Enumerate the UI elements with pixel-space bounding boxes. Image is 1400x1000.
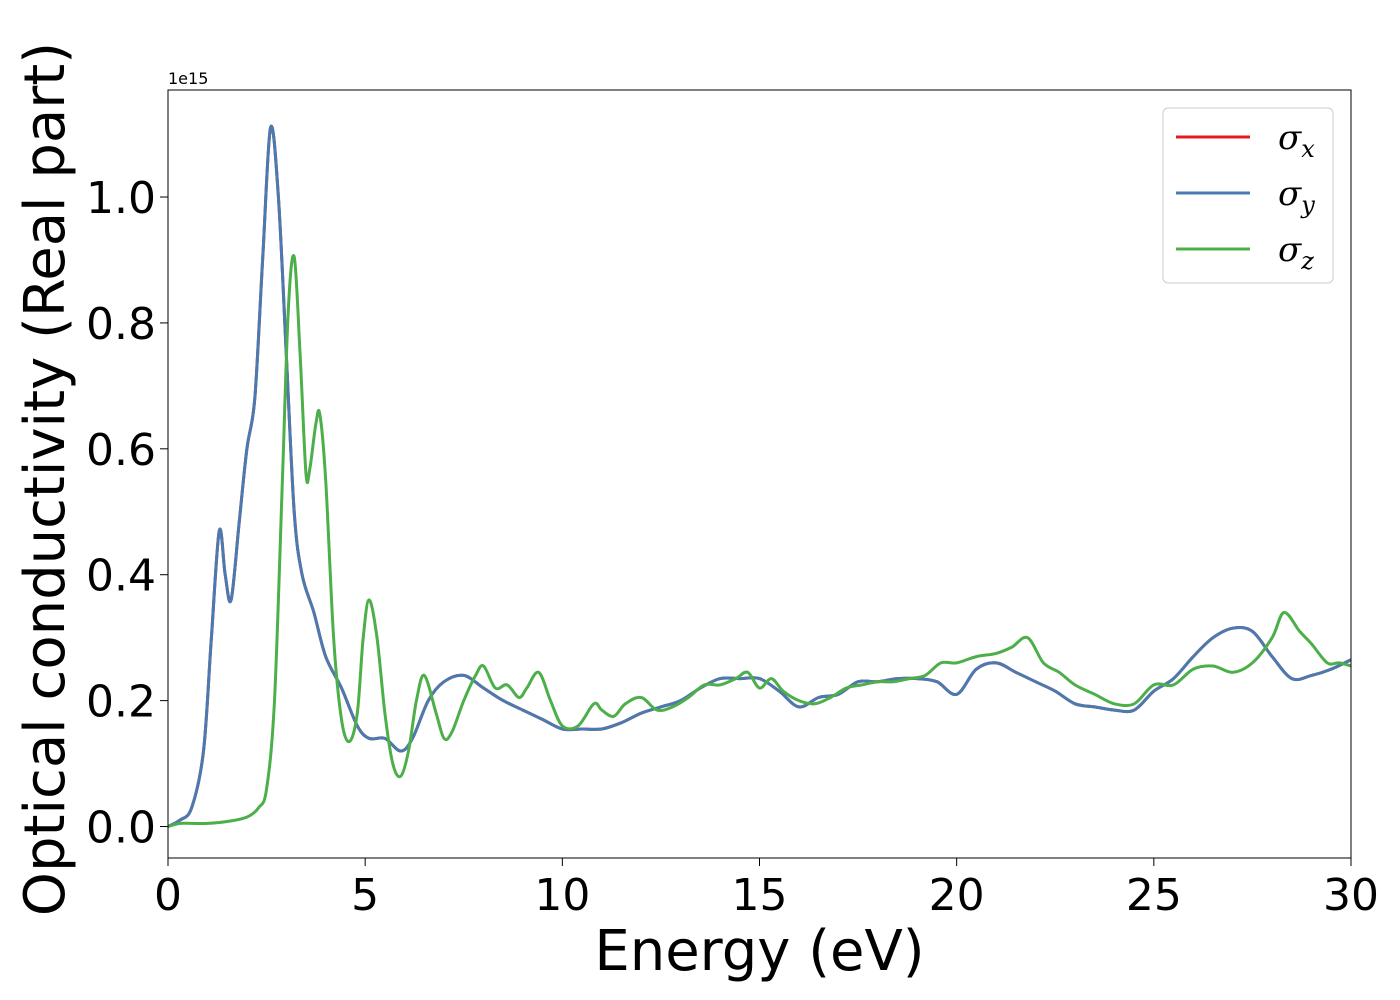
legend-label-x: σx bbox=[1278, 118, 1315, 163]
x-tick-label: 10 bbox=[534, 870, 590, 921]
y-tick-label: 0.0 bbox=[86, 803, 156, 854]
x-axis: 0 5 10 15 20 25 30 bbox=[154, 858, 1379, 921]
x-tick-label: 25 bbox=[1126, 870, 1182, 921]
y-offset-text: 1e15 bbox=[168, 69, 208, 88]
series-line-z bbox=[168, 253, 1351, 828]
y-axis: 0.0 0.2 0.4 0.6 0.8 1.0 bbox=[86, 173, 168, 854]
y-tick-label: 0.6 bbox=[86, 425, 156, 476]
x-axis-label: Energy (eV) bbox=[594, 919, 924, 984]
y-tick-label: 0.8 bbox=[86, 299, 156, 350]
y-tick-label: 0.2 bbox=[86, 677, 156, 728]
x-tick-label: 15 bbox=[732, 870, 788, 921]
legend-label-z: σz bbox=[1278, 230, 1314, 275]
legend-label-y: σy bbox=[1278, 174, 1315, 219]
legend: σx σy σz bbox=[1162, 107, 1334, 284]
plot-lines bbox=[168, 124, 1351, 828]
x-tick-label: 30 bbox=[1323, 870, 1379, 921]
y-axis-label: Optical conductivity (Real part) bbox=[13, 42, 78, 916]
y-tick-label: 1.0 bbox=[86, 173, 156, 224]
x-tick-label: 5 bbox=[351, 870, 379, 921]
x-tick-label: 0 bbox=[154, 870, 182, 921]
series-line-y bbox=[168, 124, 1351, 828]
x-tick-label: 20 bbox=[929, 870, 985, 921]
legend-box bbox=[1162, 107, 1334, 284]
y-tick-label: 0.4 bbox=[86, 551, 156, 602]
